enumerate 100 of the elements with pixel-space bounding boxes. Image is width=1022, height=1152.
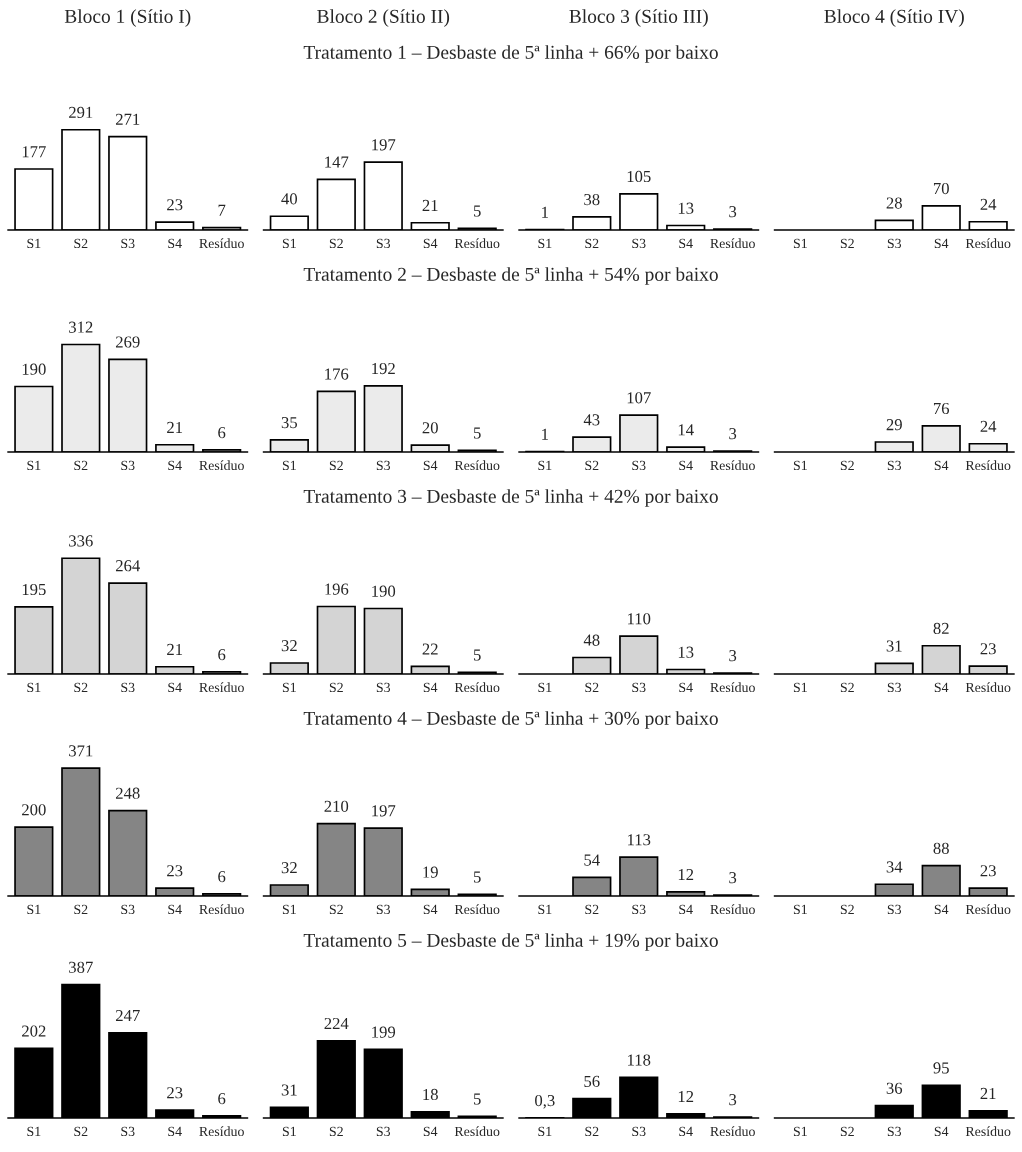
data-label: 70 [933,182,949,195]
x-tick-label: S4 [168,1126,182,1137]
data-label: 31 [886,640,902,652]
x-tick-label: S2 [585,1126,599,1137]
x-tick-label: S1 [27,238,41,249]
x-tick-label: S3 [376,1126,391,1137]
x-tick-label: S1 [538,1126,552,1137]
x-tick-label: Resíduo [965,1126,1011,1137]
x-tick-label: S3 [632,460,646,471]
x-tick-label: S4 [168,460,182,471]
data-label: 35 [281,417,298,429]
data-label: 196 [325,583,349,595]
x-tick-label: S2 [840,460,854,471]
x-tick-label: S2 [74,682,88,693]
x-tick-label: S3 [632,1126,646,1137]
data-label: 176 [325,368,349,380]
x-tick-label: S4 [423,1126,438,1137]
data-label: 21 [422,199,438,211]
x-tick-label: S2 [585,682,599,693]
x-tick-label: S3 [376,904,391,915]
x-tick-label: S2 [840,1126,854,1137]
x-tick-label: S4 [934,1126,949,1137]
x-tick-label: S3 [887,682,902,693]
data-label: 3 [729,206,737,218]
data-label: 88 [933,842,949,854]
data-label: 190 [372,585,396,597]
x-tick-label: S3 [376,682,391,693]
x-tick-label: S4 [423,238,438,249]
data-label: 110 [628,613,651,625]
data-label: 29 [886,419,902,431]
data-label: 76 [933,402,950,415]
x-tick-label: S1 [27,682,41,693]
data-label: 0,3 [535,1094,555,1109]
chart-subtitle: Bloco 4 (Sítio IV) [824,9,964,27]
x-tick-label: S3 [121,238,135,249]
data-label: 224 [324,1017,349,1029]
data-label: 5 [473,649,481,661]
x-tick-label: S4 [679,682,693,693]
x-tick-label: Resíduo [454,682,500,693]
data-label: 22 [422,643,438,655]
x-tick-label: S3 [887,238,902,249]
data-label: 387 [69,961,93,973]
x-tick-label: S1 [538,238,552,249]
data-label: 14 [678,424,694,436]
data-label: 34 [886,861,903,873]
x-tick-label: S2 [840,682,854,693]
data-label: 190 [22,363,46,375]
x-tick-label: S2 [585,238,599,249]
data-label: 23 [167,865,183,877]
x-tick-label: Resíduo [199,460,244,471]
x-tick-label: S1 [793,1126,807,1137]
x-tick-label: Resíduo [965,238,1011,249]
x-tick-label: S4 [679,460,693,471]
data-label: 248 [115,787,140,799]
x-tick-label: S1 [282,460,296,471]
x-tick-label: S1 [793,682,807,693]
x-tick-label: S3 [632,682,646,693]
x-tick-label: Resíduo [199,238,244,249]
x-tick-label: S1 [538,904,552,915]
x-tick-label: S2 [840,904,854,915]
data-label: 23 [167,199,183,211]
data-label: 82 [933,622,949,635]
data-label: 5 [473,871,481,883]
data-label: 3 [729,872,737,884]
data-label: 32 [281,862,297,874]
text: Tratamento 1 – Desbaste de 5ª linha + 66% por baixo [303,45,718,63]
data-label: 199 [372,1026,396,1038]
x-tick-label: S3 [121,904,135,915]
x-tick-label: Resíduo [199,1126,244,1137]
data-label: 23 [167,1087,183,1099]
data-label: 192 [372,362,395,375]
x-tick-label: S1 [793,904,807,915]
data-label: 40 [281,193,298,205]
data-label: 21 [167,421,183,433]
x-tick-label: S1 [538,460,552,471]
x-tick-label: S3 [376,238,391,249]
data-label: 5 [473,1093,481,1105]
data-label: 95 [933,1062,949,1074]
data-label: 105 [627,170,651,183]
data-label: 21 [167,643,183,655]
x-tick-label: S2 [585,460,599,471]
chart-subtitle: Bloco 2 (Sítio II) [317,9,450,27]
data-label: 48 [583,634,600,646]
x-tick-label: S3 [121,682,135,693]
data-label: 1 [542,428,548,440]
data-label: 38 [584,193,600,206]
x-tick-label: S2 [74,460,88,471]
x-tick-label: Resíduo [199,682,244,693]
data-label: 43 [583,414,600,426]
x-tick-label: S4 [934,460,949,471]
x-tick-label: S4 [934,682,949,693]
data-label: 269 [115,336,140,348]
data-label: 23 [980,865,996,877]
x-tick-label: S4 [168,682,182,693]
x-tick-label: Resíduo [965,904,1011,915]
data-label: 21 [980,1087,996,1099]
x-tick-label: S4 [679,904,693,915]
data-label: 107 [627,392,651,404]
x-tick-label: Resíduo [710,460,755,471]
data-label: 371 [69,745,93,757]
